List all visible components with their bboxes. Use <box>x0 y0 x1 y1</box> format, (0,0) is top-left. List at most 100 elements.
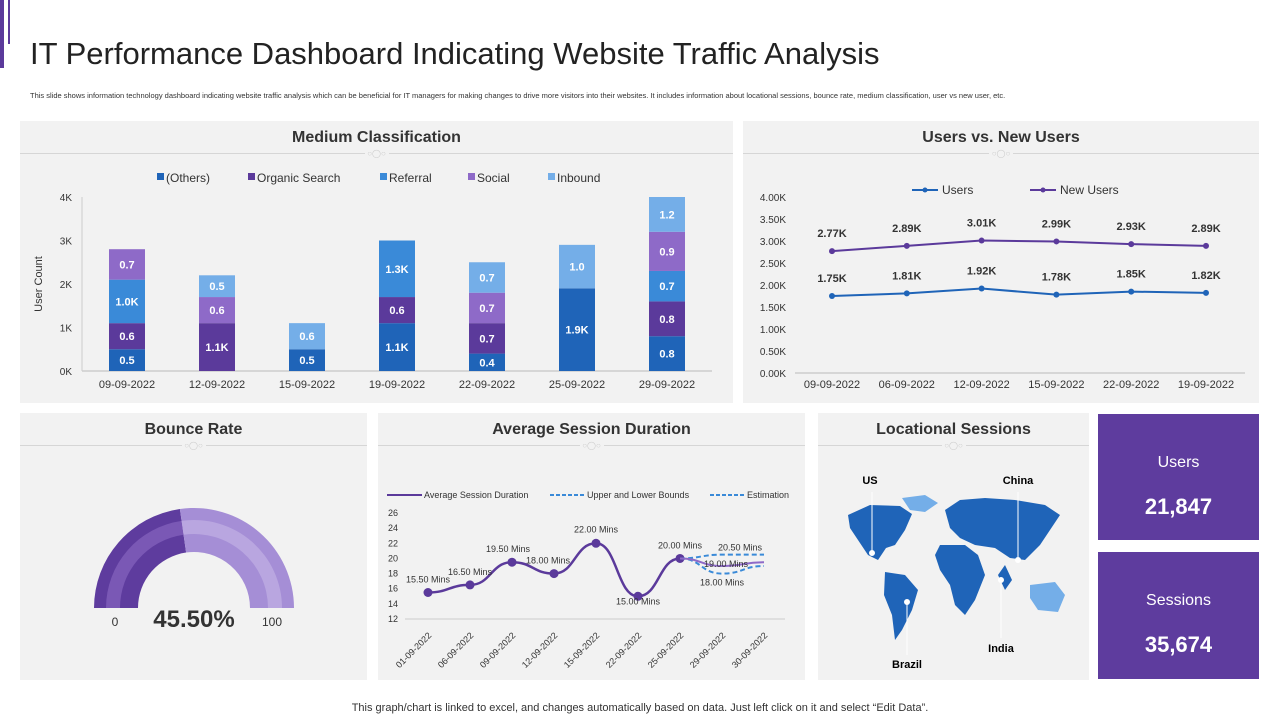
data-label: 18.00 Mins <box>526 556 571 566</box>
data-point <box>465 580 475 590</box>
bar-segment <box>469 262 505 293</box>
page-subtitle: This slide shows information technology … <box>30 91 1006 100</box>
data-label: 20.00 Mins <box>658 540 703 550</box>
users-value: 21,847 <box>1144 494 1213 519</box>
series-line <box>831 287 1207 297</box>
x-tick-label: 12-09-2022 <box>520 630 560 670</box>
x-tick-label: 25-09-2022 <box>549 379 605 391</box>
data-label: 1.82K <box>1191 270 1220 282</box>
data-label: 2.99K <box>1042 218 1071 230</box>
x-tick-label: 22-09-2022 <box>459 379 515 391</box>
y-tick-label: 4K <box>60 193 73 204</box>
bar-data-label: 0.7 <box>479 303 494 315</box>
bar-data-label: 0.7 <box>479 333 494 345</box>
bar-segment <box>109 279 145 324</box>
page-title: IT Performance Dashboard Indicating Webs… <box>30 36 880 71</box>
bar-data-label: 0.9 <box>659 246 674 258</box>
sessions-value: 35,674 <box>1144 632 1213 657</box>
data-label: 2.89K <box>1191 223 1220 235</box>
data-point <box>829 293 835 299</box>
bar-segment <box>649 231 685 271</box>
x-tick-label: 09-09-2022 <box>99 379 155 391</box>
gauge-max-label: 100 <box>262 615 282 629</box>
panel-title: Average Session Duration <box>492 421 691 438</box>
data-label: 22.00 Mins <box>574 524 619 534</box>
x-tick-label: 22-09-2022 <box>604 630 644 670</box>
data-point <box>507 557 517 567</box>
gauge-arc <box>181 520 282 608</box>
data-label: 2.77K <box>817 228 846 240</box>
footer-note: This graph/chart is linked to excel, and… <box>351 702 929 714</box>
location-label-india: India <box>988 643 1015 655</box>
legend-label: Referral <box>389 171 432 185</box>
data-label: 16.50 Mins <box>448 567 493 577</box>
panel-title: Medium Classification <box>292 129 461 146</box>
data-label: 18.00 Mins <box>700 578 745 588</box>
x-tick-label: 09-09-2022 <box>478 630 518 670</box>
x-tick-label: 30-09-2022 <box>730 630 770 670</box>
legend-marker <box>922 187 928 193</box>
x-tick-label: 06-09-2022 <box>436 630 476 670</box>
average-session-duration-chart: 12 14 16 18 20 22 24 26 01-09-2022 06-09-2022 09-0… <box>387 490 789 670</box>
y-tick-label: 3.00K <box>760 237 786 248</box>
map-pins <box>869 492 1021 655</box>
data-label: 19.00 Mins <box>704 559 749 569</box>
bar-data-label: 1.0 <box>569 262 584 274</box>
x-tick-label: 12-09-2022 <box>189 379 245 391</box>
y-axis-label: User Count <box>33 256 45 312</box>
y-tick-label: 0.00K <box>760 369 786 380</box>
x-tick-label: 06-09-2022 <box>879 379 935 391</box>
data-point <box>1053 291 1060 298</box>
bar-segment <box>109 323 145 350</box>
x-tick-label: 15-09-2022 <box>279 379 335 391</box>
y-tick-label: 14 <box>388 599 398 609</box>
data-point <box>829 248 835 255</box>
x-tick-label: 29-09-2022 <box>639 379 695 391</box>
x-tick-label: 29-09-2022 <box>688 630 728 670</box>
bar-data-label: 1.1K <box>205 342 228 354</box>
bar-segment <box>289 349 325 371</box>
data-label: 15.00 Mins <box>616 596 661 606</box>
data-label: 3.01K <box>967 218 996 230</box>
bounce-rate-gauge: 45.50% 0 100 <box>94 508 294 633</box>
bar-data-label: 0.5 <box>119 355 134 367</box>
gauge-arc <box>106 520 184 608</box>
panel-title: Bounce Rate <box>144 421 243 438</box>
series-line <box>831 239 1207 253</box>
bar-data-label: 0.7 <box>119 259 134 271</box>
legend-label: Social <box>477 171 510 185</box>
x-tick-label: 25-09-2022 <box>646 630 686 670</box>
users-vs-new-users-chart: 0.00K 0.50K 1.00K 1.50K 2.00K 2.50K 3.00K 3.50K… <box>760 183 1245 391</box>
divider-ornament: ○◯○ <box>579 441 604 450</box>
location-label-china: China <box>1003 475 1034 487</box>
bar-segment <box>109 249 145 280</box>
y-tick-label: 18 <box>388 569 398 579</box>
bar-data-label: 0.7 <box>479 272 494 284</box>
bar-segment <box>199 297 235 324</box>
users-label: Users <box>1157 454 1200 471</box>
users-vs-new-users-panel: Users vs. New Users ○◯○ <box>743 121 1259 403</box>
x-tick-label: 19-09-2022 <box>369 379 425 391</box>
data-point <box>978 285 985 292</box>
y-tick-label: 0K <box>60 367 73 378</box>
y-tick-label: 3.50K <box>760 215 786 226</box>
location-label-us: US <box>862 475 877 487</box>
data-point <box>591 538 601 548</box>
bar-segment <box>649 197 685 232</box>
data-point <box>903 290 910 297</box>
data-label: 1.85K <box>1117 269 1146 281</box>
bar-segment <box>379 240 415 298</box>
bar-segment <box>469 353 505 371</box>
x-tick-label: 22-09-2022 <box>1103 379 1159 391</box>
x-tick-label: 15-09-2022 <box>562 630 602 670</box>
bar-data-label: 0.6 <box>209 305 224 317</box>
divider-ornament: ○◯○ <box>181 441 206 450</box>
data-label: 1.81K <box>892 270 921 282</box>
bar-segment <box>559 244 595 289</box>
legend-label: Inbound <box>557 171 600 185</box>
data-label: 19.50 Mins <box>486 544 531 554</box>
data-label: 2.89K <box>892 223 921 235</box>
medium-classification-chart: 0K 1K 2K 3K 4K User Count (Others) Organic Sear… <box>33 171 712 391</box>
bar-data-label: 1.9K <box>565 325 588 337</box>
